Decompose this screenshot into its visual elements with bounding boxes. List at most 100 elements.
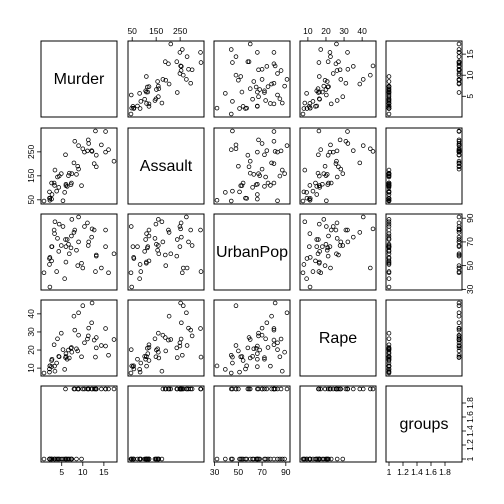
data-point — [386, 101, 392, 107]
data-point — [178, 220, 184, 226]
tick-label: 10 — [26, 363, 36, 373]
data-point — [214, 363, 220, 369]
data-point — [328, 265, 333, 271]
data-point — [323, 173, 329, 178]
data-point — [47, 284, 53, 290]
data-point — [198, 269, 204, 274]
panel-frame — [385, 299, 463, 377]
data-point — [337, 137, 343, 143]
data-point — [284, 386, 290, 392]
data-point — [186, 386, 191, 392]
variable-label-rape: Rape — [319, 330, 357, 347]
data-point — [189, 67, 195, 72]
data-point — [320, 89, 325, 95]
data-point — [64, 184, 70, 189]
data-point — [386, 251, 392, 257]
data-point — [253, 84, 259, 90]
data-point — [386, 256, 392, 261]
data-point — [52, 167, 58, 173]
data-point — [80, 303, 86, 308]
tick-label: 150 — [26, 168, 36, 182]
data-point — [214, 456, 220, 462]
data-point — [255, 456, 260, 462]
data-point — [52, 183, 57, 188]
data-point — [236, 386, 241, 392]
data-point — [386, 330, 392, 336]
data-point — [271, 139, 277, 144]
data-point — [321, 217, 327, 222]
data-point — [386, 269, 392, 274]
data-point — [55, 236, 60, 241]
data-point — [67, 170, 72, 176]
tick-label: 40 — [26, 309, 36, 319]
data-point — [178, 336, 184, 342]
data-point — [228, 198, 234, 204]
data-point — [52, 219, 58, 225]
data-point — [386, 98, 392, 103]
data-point — [334, 174, 340, 180]
data-point — [47, 456, 53, 462]
data-point — [60, 347, 66, 352]
data-point — [271, 50, 277, 55]
data-point — [163, 386, 168, 392]
data-point — [56, 185, 62, 190]
data-point — [228, 111, 234, 117]
data-point — [277, 456, 283, 462]
data-point — [279, 167, 285, 173]
data-point — [63, 386, 68, 392]
data-point — [86, 325, 91, 331]
data-point — [85, 220, 90, 226]
data-point — [255, 181, 260, 187]
data-point — [456, 303, 462, 308]
data-point — [131, 366, 137, 372]
data-point — [243, 106, 248, 111]
data-point — [230, 188, 235, 194]
data-point — [64, 456, 70, 462]
data-point — [49, 456, 54, 462]
data-point — [456, 237, 462, 242]
data-point — [144, 259, 149, 265]
data-point — [79, 183, 84, 188]
data-point — [152, 336, 158, 342]
data-point — [233, 343, 239, 348]
data-point — [456, 343, 462, 348]
left-axis-assault: 50 150 250 — [26, 144, 41, 205]
data-point — [315, 456, 321, 462]
data-point — [456, 325, 462, 331]
data-point — [262, 184, 267, 189]
data-point — [99, 265, 104, 271]
data-point — [271, 161, 277, 166]
data-point — [275, 198, 280, 204]
data-point — [163, 252, 168, 258]
data-point — [456, 337, 462, 343]
top-axis-rape: 10 20 30 40 — [303, 26, 367, 41]
data-point — [135, 244, 140, 249]
data-point — [103, 326, 108, 331]
panel-rape-vs-assault — [127, 299, 205, 377]
bottom-axis-urbanpop: 30 50 70 90 — [210, 462, 291, 477]
data-point — [386, 236, 392, 241]
data-point — [174, 90, 180, 95]
data-point — [386, 190, 392, 195]
panel-frame — [299, 299, 377, 377]
data-point — [174, 237, 180, 242]
data-point — [370, 63, 376, 69]
data-point — [237, 106, 242, 111]
data-point — [79, 260, 84, 266]
data-point — [68, 245, 74, 251]
data-point — [69, 217, 75, 222]
data-point — [51, 180, 57, 186]
tick-label: 90 — [465, 213, 475, 223]
data-point — [245, 152, 251, 158]
panel-urbanpop-vs-urbanpop: UrbanPop — [213, 213, 291, 291]
data-point — [386, 86, 392, 91]
data-point — [233, 72, 239, 78]
data-point — [368, 146, 373, 152]
data-point — [386, 184, 392, 189]
data-point — [156, 94, 161, 99]
data-point — [275, 71, 280, 76]
data-point — [74, 172, 79, 177]
data-point — [246, 59, 252, 64]
data-point — [330, 71, 336, 76]
data-point — [317, 221, 322, 227]
